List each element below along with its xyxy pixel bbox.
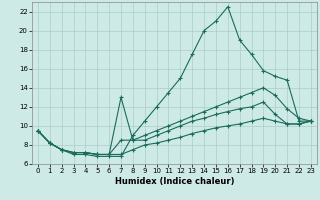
X-axis label: Humidex (Indice chaleur): Humidex (Indice chaleur) (115, 177, 234, 186)
